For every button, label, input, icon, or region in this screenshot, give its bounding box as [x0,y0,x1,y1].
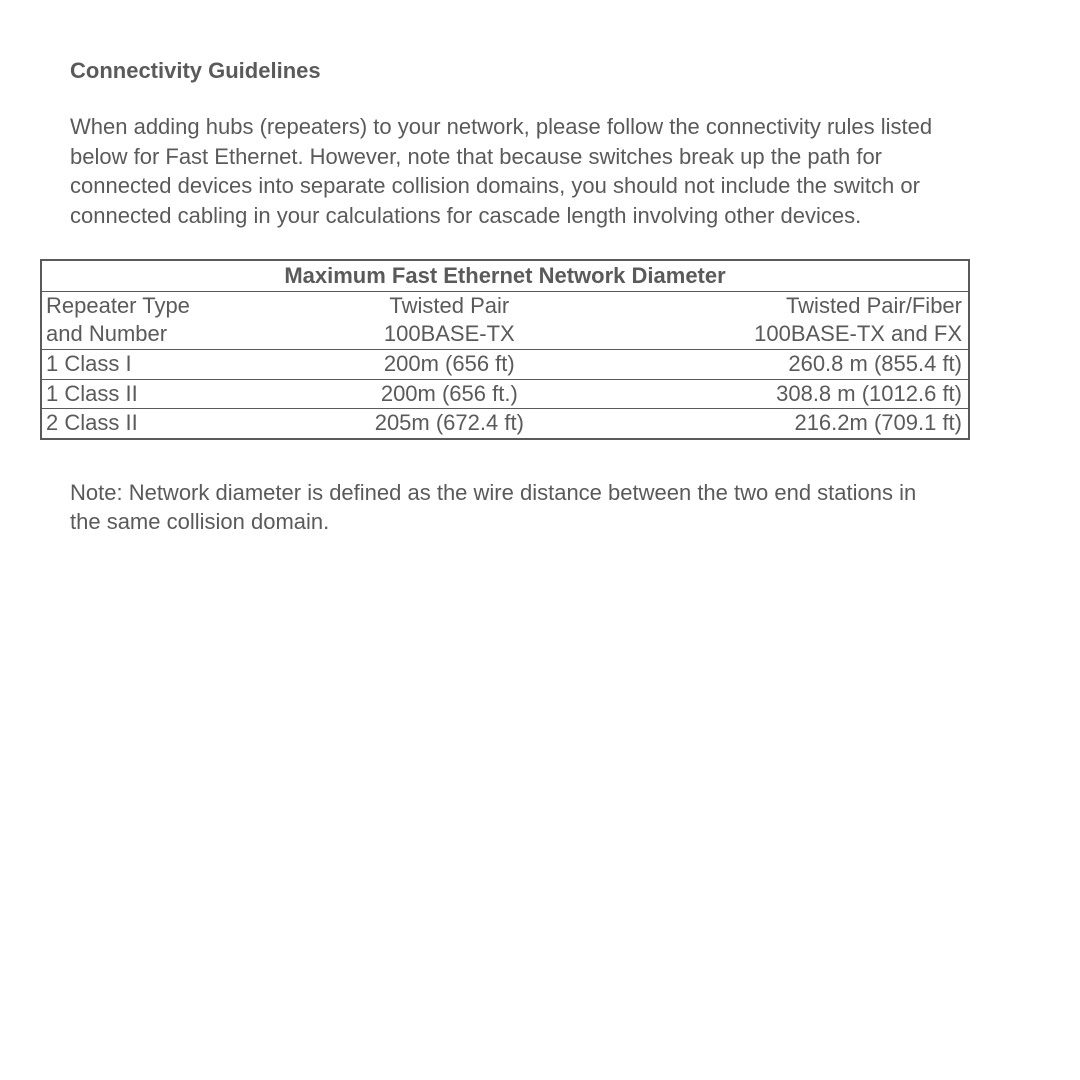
diameter-table: Maximum Fast Ethernet Network Diameter R… [40,259,970,440]
diameter-table-wrap: Maximum Fast Ethernet Network Diameter R… [40,259,970,440]
table-row: 1 Class II 200m (656 ft.) 308.8 m (1012.… [41,379,969,409]
table-cell: 1 Class II [41,379,292,409]
table-header-row-2: and Number 100BASE-TX 100BASE-TX and FX [41,320,969,349]
table-cell: 216.2m (709.1 ft) [607,409,969,439]
header-cell: Twisted Pair/Fiber [607,291,969,320]
table-row: 2 Class II 205m (672.4 ft) 216.2m (709.1… [41,409,969,439]
table-cell: 308.8 m (1012.6 ft) [607,379,969,409]
section-heading: Connectivity Guidelines [70,58,1030,84]
table-cell: 260.8 m (855.4 ft) [607,349,969,379]
table-header-row-1: Repeater Type Twisted Pair Twisted Pair/… [41,291,969,320]
table-cell: 200m (656 ft) [292,349,608,379]
table-title-row: Maximum Fast Ethernet Network Diameter [41,260,969,292]
table-cell: 1 Class I [41,349,292,379]
table-title: Maximum Fast Ethernet Network Diameter [41,260,969,292]
intro-paragraph: When adding hubs (repeaters) to your net… [70,112,940,231]
header-cell: and Number [41,320,292,349]
header-cell: 100BASE-TX [292,320,608,349]
table-cell: 200m (656 ft.) [292,379,608,409]
table-cell: 205m (672.4 ft) [292,409,608,439]
header-cell: Twisted Pair [292,291,608,320]
header-cell: 100BASE-TX and FX [607,320,969,349]
header-cell: Repeater Type [41,291,292,320]
table-row: 1 Class I 200m (656 ft) 260.8 m (855.4 f… [41,349,969,379]
table-cell: 2 Class II [41,409,292,439]
note-paragraph: Note: Network diameter is defined as the… [70,478,940,537]
